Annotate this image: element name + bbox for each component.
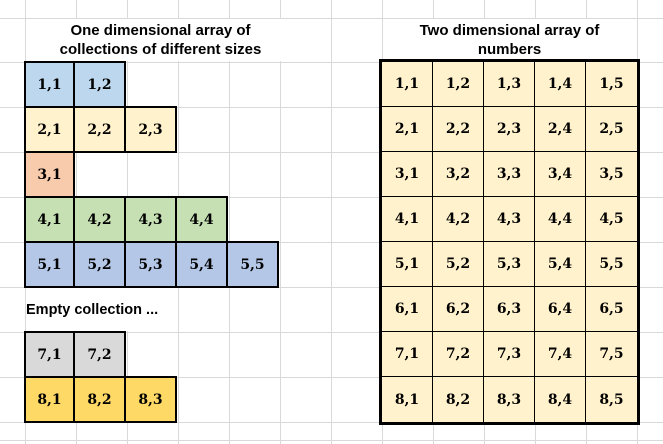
array-cell: 4,3 xyxy=(484,197,535,242)
array-cell: 4,3 xyxy=(126,196,177,243)
array-cell: 5,2 xyxy=(433,242,484,287)
array-cell: 2,2 xyxy=(433,107,484,152)
empty-collection-label: Empty collection ... xyxy=(26,288,177,331)
array-cell: 3,3 xyxy=(484,152,535,197)
jagged-array-row-3: 3,1 xyxy=(24,151,75,198)
jagged-array-row-2: 2,1 2,2 2,3 xyxy=(24,106,177,153)
left-panel-title: One dimensional array of collections of … xyxy=(26,19,295,61)
array-cell: 7,5 xyxy=(586,332,637,377)
left-panel-title-line1: One dimensional array of xyxy=(70,22,251,39)
array-cell: 1,1 xyxy=(382,62,433,107)
array-cell: 5,3 xyxy=(126,241,177,288)
array-cell: 4,5 xyxy=(586,197,637,242)
gridline-horizontal xyxy=(0,332,663,333)
array-cell: 7,1 xyxy=(24,331,75,378)
array-cell: 5,1 xyxy=(382,242,433,287)
array-cell: 1,5 xyxy=(586,62,637,107)
array-cell: 8,1 xyxy=(382,377,433,422)
array-cell: 4,1 xyxy=(382,197,433,242)
gridline-horizontal xyxy=(0,287,663,288)
array-cell: 1,1 xyxy=(24,61,75,108)
array-cell: 5,5 xyxy=(586,242,637,287)
array-cell: 6,2 xyxy=(433,287,484,332)
gridline-horizontal xyxy=(0,422,663,423)
array-cell: 7,3 xyxy=(484,332,535,377)
array-cell: 2,5 xyxy=(586,107,637,152)
gridline-horizontal xyxy=(0,18,663,19)
array-cell: 1,3 xyxy=(484,62,535,107)
array-cell: 8,2 xyxy=(75,376,126,423)
array-cell: 4,4 xyxy=(177,196,228,243)
gridline-horizontal xyxy=(0,197,663,198)
array-cell: 7,2 xyxy=(75,331,126,378)
array-cell: 2,1 xyxy=(382,107,433,152)
array-cell: 6,4 xyxy=(535,287,586,332)
gridline-horizontal xyxy=(0,62,663,63)
two-dimensional-array-grid: 1,1 1,2 1,3 1,4 1,5 2,1 2,2 2,3 2,4 2,5 3,1 3,2 3,3 3… xyxy=(379,59,640,425)
array-cell: 7,2 xyxy=(433,332,484,377)
array-cell: 2,2 xyxy=(75,106,126,153)
right-panel-title-line1: Two dimensional array of xyxy=(419,22,600,39)
array-cell: 8,3 xyxy=(126,376,177,423)
array-cell: 4,2 xyxy=(75,196,126,243)
array-cell: 2,3 xyxy=(126,106,177,153)
left-panel-title-line2: collections of different sizes xyxy=(59,41,262,58)
gridline-horizontal xyxy=(0,377,663,378)
array-cell: 5,1 xyxy=(24,241,75,288)
array-cell: 6,1 xyxy=(382,287,433,332)
array-cell: 4,1 xyxy=(24,196,75,243)
array-cell: 5,5 xyxy=(228,241,279,288)
array-cell: 3,5 xyxy=(586,152,637,197)
array-cell: 5,3 xyxy=(484,242,535,287)
jagged-array-row-4: 4,1 4,2 4,3 4,4 xyxy=(24,196,228,243)
array-cell: 2,1 xyxy=(24,106,75,153)
array-cell: 3,1 xyxy=(382,152,433,197)
gridline-vertical xyxy=(280,0,281,444)
array-cell: 2,4 xyxy=(535,107,586,152)
array-cell: 3,2 xyxy=(433,152,484,197)
array-cell: 3,4 xyxy=(535,152,586,197)
jagged-array-row-1: 1,1 1,2 xyxy=(24,61,126,108)
jagged-array-row-8: 8,1 8,2 8,3 xyxy=(24,376,177,423)
array-cell: 8,2 xyxy=(433,377,484,422)
gridline-horizontal xyxy=(0,107,663,108)
gridline-vertical xyxy=(331,0,332,444)
jagged-array-row-7: 7,1 7,2 xyxy=(24,331,126,378)
array-cell: 8,5 xyxy=(586,377,637,422)
jagged-array-row-5: 5,1 5,2 5,3 5,4 5,5 xyxy=(24,241,279,288)
array-cell: 4,4 xyxy=(535,197,586,242)
array-cell: 5,2 xyxy=(75,241,126,288)
array-cell: 8,4 xyxy=(535,377,586,422)
array-cell: 1,2 xyxy=(75,61,126,108)
array-cell: 8,3 xyxy=(484,377,535,422)
gridline-horizontal xyxy=(0,152,663,153)
array-cell: 6,3 xyxy=(484,287,535,332)
right-panel-title-line2: numbers xyxy=(477,41,542,58)
array-cell: 6,5 xyxy=(586,287,637,332)
array-cell: 7,1 xyxy=(382,332,433,377)
array-cell: 8,1 xyxy=(24,376,75,423)
array-cell: 1,2 xyxy=(433,62,484,107)
right-panel-title: Two dimensional array of numbers xyxy=(383,19,636,61)
array-cell: 2,3 xyxy=(484,107,535,152)
array-cell: 4,2 xyxy=(433,197,484,242)
array-cell: 1,4 xyxy=(535,62,586,107)
gridline-vertical xyxy=(229,0,230,444)
array-cell: 3,1 xyxy=(24,151,75,198)
array-cell: 7,4 xyxy=(535,332,586,377)
array-cell: 5,4 xyxy=(177,241,228,288)
gridline-horizontal xyxy=(0,440,663,441)
gridline-horizontal xyxy=(0,242,663,243)
array-cell: 5,4 xyxy=(535,242,586,287)
